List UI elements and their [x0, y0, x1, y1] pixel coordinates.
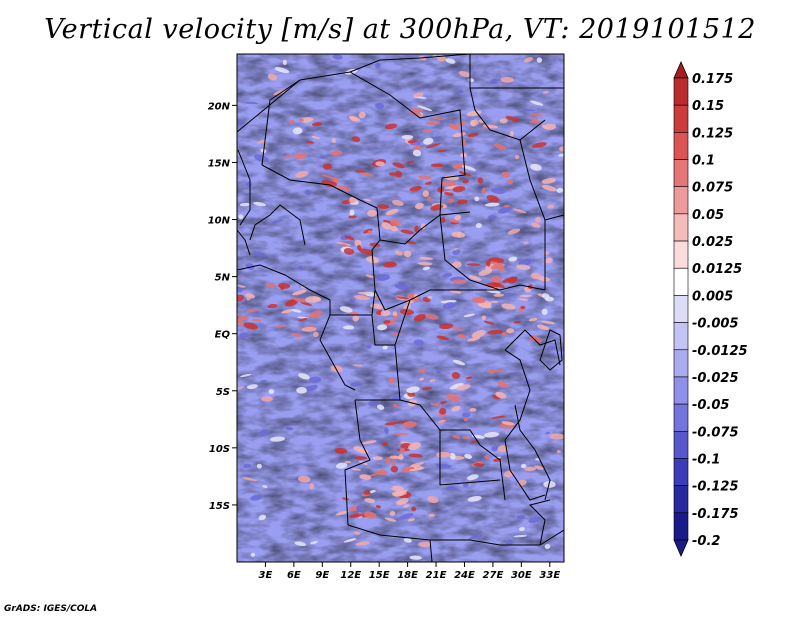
vertical-velocity-field [237, 54, 564, 562]
credit-text: GrADS: IGES/COLA [4, 604, 98, 614]
lon-tick-label: 6E [287, 570, 301, 581]
lat-tick-label: EQ [215, 330, 231, 341]
lon-tick-label: 21E [426, 570, 447, 581]
colorbar-segment [673, 322, 689, 351]
colorbar-label: -0.1 [692, 452, 720, 467]
lon-tick-label: 3E [259, 570, 273, 581]
colorbar-segment [673, 213, 689, 242]
lat-tick-label: 5N [215, 273, 231, 284]
country-borders [237, 54, 564, 562]
colorbar: 0.175 0.15 0.125 0.1 0.075 0.05 0.025 0.0125 0.0… [673, 61, 748, 557]
colorbar-label: -0.2 [692, 534, 720, 549]
colorbar-segment [673, 458, 689, 486]
colorbar-label: 0.1 [692, 154, 715, 169]
lat-tick-label: 10S [209, 444, 230, 455]
colorbar-label: 0.15 [692, 99, 724, 114]
colorbar-segment [673, 403, 689, 432]
lat-tick-label: 15N [208, 158, 231, 169]
colorbar-label: -0.0125 [692, 344, 748, 359]
colorbar-label: -0.175 [692, 507, 739, 522]
colorbar-label: -0.125 [692, 480, 739, 495]
colorbar-segment [673, 349, 689, 378]
colorbar-segment [673, 77, 689, 106]
colorbar-label: 0.025 [692, 235, 733, 250]
longitude-axis: 3E 6E 9E 12E 15E 18E 21E 24E 27E 30E 33E [259, 562, 560, 581]
colorbar-segment [673, 430, 689, 459]
colorbar-segment [673, 104, 689, 133]
map-frame [236, 53, 565, 563]
lon-tick-label: 15E [369, 570, 390, 581]
lat-tick-label: 10N [208, 216, 231, 227]
colorbar-label: 0.125 [692, 126, 733, 141]
colorbar-segment [673, 186, 689, 215]
colorbar-label: 0.075 [692, 181, 733, 196]
latitude-axis: 20N 15N 10N 5N EQ 5S 10S 15S [208, 101, 237, 512]
colorbar-label: -0.05 [692, 398, 729, 413]
lon-tick-label: 24E [454, 570, 475, 581]
lat-tick-label: 5S [216, 387, 230, 398]
lon-tick-label: 12E [340, 570, 361, 581]
colorbar-label: 0.05 [692, 208, 724, 223]
colorbar-segment [673, 267, 689, 296]
colorbar-segment [673, 295, 689, 323]
lon-tick-label: 30E [511, 570, 532, 581]
colorbar-segment [673, 376, 689, 405]
lon-tick-label: 33E [539, 570, 560, 581]
lon-tick-label: 27E [483, 570, 504, 581]
colorbar-segment [673, 485, 689, 514]
colorbar-label: 0.175 [692, 72, 733, 87]
colorbar-triangle-bottom [673, 539, 689, 557]
colorbar-triangle-top [673, 61, 689, 79]
colorbar-segment [673, 240, 689, 269]
lat-tick-label: 15S [209, 501, 230, 512]
lon-tick-label: 9E [315, 570, 329, 581]
chart-title: Vertical velocity [m/s] at 300hPa, VT: 2… [44, 14, 756, 45]
colorbar-label: -0.075 [692, 425, 739, 440]
colorbar-label: -0.025 [692, 371, 739, 386]
colorbar-segment [673, 159, 689, 188]
colorbar-segment [673, 132, 689, 160]
lon-tick-label: 18E [397, 570, 418, 581]
colorbar-segment [673, 512, 689, 541]
lat-tick-label: 20N [208, 101, 231, 112]
colorbar-label: 0.0125 [692, 262, 742, 277]
colorbar-label: -0.005 [692, 317, 739, 332]
colorbar-label: 0.005 [692, 289, 733, 304]
